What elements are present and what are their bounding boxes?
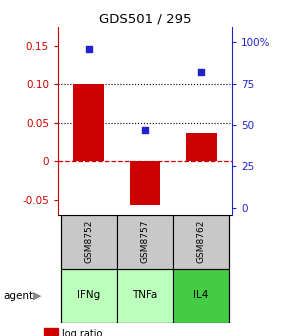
Text: TNFa: TNFa	[132, 290, 158, 300]
Bar	[73, 84, 104, 161]
Text: agent: agent	[3, 291, 33, 301]
Point	[86, 46, 91, 52]
Text: GSM8752: GSM8752	[84, 219, 93, 262]
Bar	[130, 161, 160, 205]
Text: ▶: ▶	[33, 291, 42, 301]
Point	[143, 127, 147, 133]
Bar	[173, 215, 229, 269]
Text: GSM8757: GSM8757	[140, 219, 150, 263]
Text: IL4: IL4	[193, 290, 209, 300]
Text: GSM8762: GSM8762	[197, 219, 206, 262]
Bar	[61, 269, 117, 323]
Point	[199, 70, 204, 75]
Bar	[173, 269, 229, 323]
Title: GDS501 / 295: GDS501 / 295	[99, 13, 191, 26]
Bar	[186, 133, 217, 161]
Text: IFNg: IFNg	[77, 290, 101, 300]
Text: log ratio: log ratio	[62, 329, 103, 336]
Bar	[117, 215, 173, 269]
Bar	[117, 269, 173, 323]
Bar	[61, 215, 117, 269]
